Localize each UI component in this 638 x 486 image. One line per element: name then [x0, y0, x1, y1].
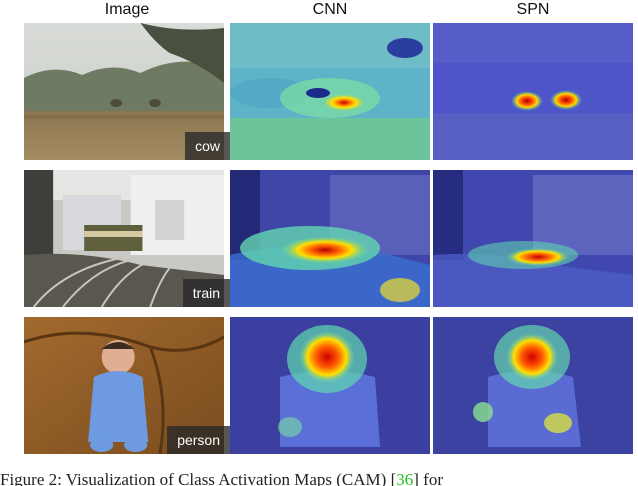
- cow-original-image: cow: [24, 23, 230, 160]
- train-spn-heatmap: [433, 170, 633, 307]
- tile-label-person: person: [167, 426, 230, 454]
- tile-label-cow: cow: [185, 132, 230, 160]
- caption-text-after: ] for: [413, 470, 443, 486]
- column-header-image: Image: [104, 1, 150, 18]
- caption-citation-link[interactable]: 36: [396, 470, 414, 486]
- person-spn-heatmap: [433, 317, 633, 454]
- train-original-image: train: [24, 170, 230, 307]
- tile-label-train: train: [182, 279, 230, 307]
- cow-cnn-heatmap: [230, 23, 430, 160]
- train-cnn-heatmap: [230, 170, 430, 307]
- column-header-cnn: CNN: [312, 1, 348, 18]
- person-original-image: person: [24, 317, 230, 454]
- caption-text-before: Figure 2: Visualization of Class Activat…: [0, 470, 397, 486]
- person-cnn-heatmap: [230, 317, 430, 454]
- cow-spn-heatmap: [433, 23, 633, 160]
- figure-caption: Figure 2: Visualization of Class Activat…: [0, 469, 638, 486]
- column-header-spn: SPN: [516, 1, 550, 18]
